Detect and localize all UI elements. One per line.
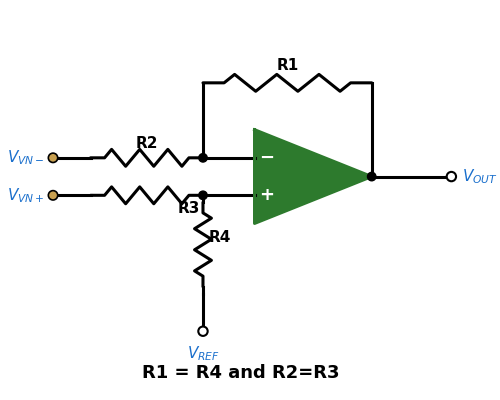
Text: −: − bbox=[258, 149, 274, 167]
Text: R1 = R4 and R2=R3: R1 = R4 and R2=R3 bbox=[142, 364, 339, 382]
Text: +: + bbox=[259, 186, 274, 204]
Text: R4: R4 bbox=[208, 230, 231, 245]
Circle shape bbox=[48, 153, 58, 162]
Circle shape bbox=[368, 172, 376, 181]
Text: $V_{OUT}$: $V_{OUT}$ bbox=[462, 167, 498, 186]
Text: R1: R1 bbox=[276, 58, 298, 72]
Text: R3: R3 bbox=[177, 201, 200, 216]
Circle shape bbox=[199, 191, 207, 200]
Circle shape bbox=[199, 154, 207, 162]
Text: $V_{VN-}$: $V_{VN-}$ bbox=[7, 148, 44, 167]
Polygon shape bbox=[254, 130, 372, 224]
Text: $V_{VN+}$: $V_{VN+}$ bbox=[7, 186, 44, 205]
Text: $V_{REF}$: $V_{REF}$ bbox=[186, 344, 220, 363]
Circle shape bbox=[48, 191, 58, 200]
Circle shape bbox=[198, 326, 207, 336]
Circle shape bbox=[446, 172, 456, 181]
Text: R2: R2 bbox=[136, 136, 158, 151]
